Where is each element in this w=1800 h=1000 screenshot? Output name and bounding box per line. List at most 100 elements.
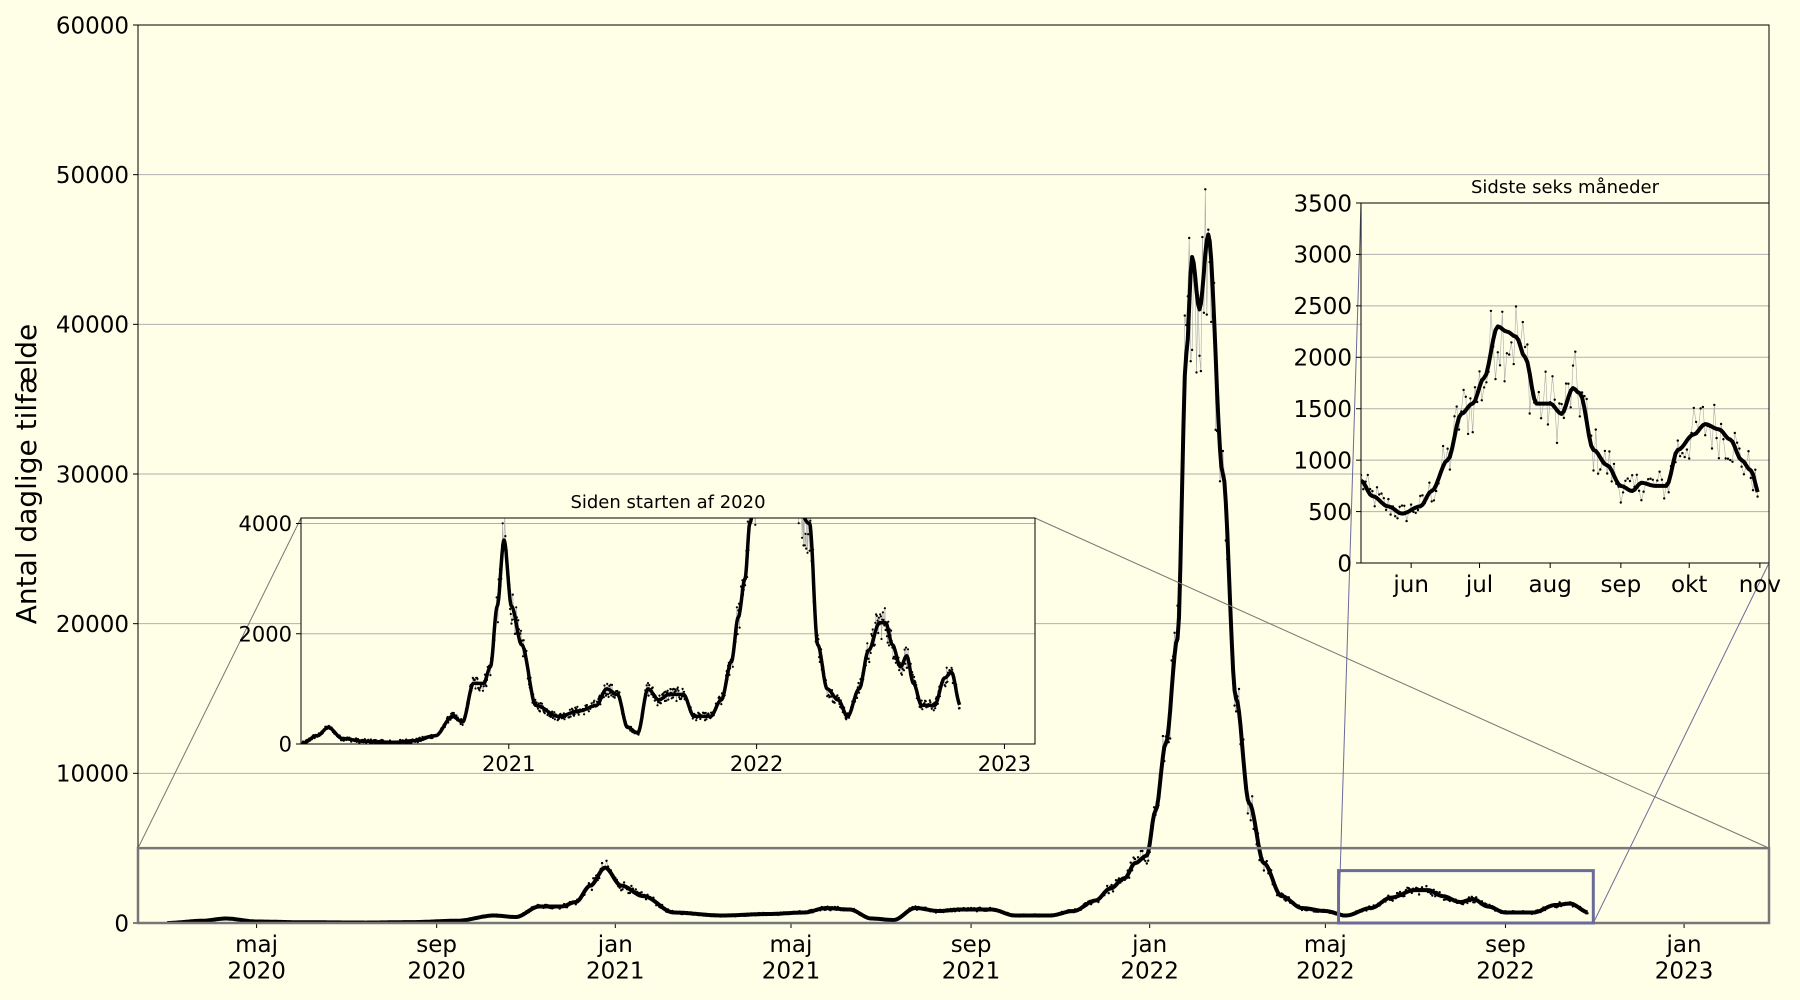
x-tick-month-label: jan — [1131, 932, 1167, 958]
x-tick-label: 2022 — [730, 752, 783, 776]
daily-case-point — [603, 684, 606, 687]
daily-case-point — [1663, 497, 1666, 500]
daily-case-point — [1394, 515, 1397, 518]
y-tick-label: 2000 — [239, 622, 292, 646]
daily-case-point — [504, 514, 506, 516]
daily-case-point — [656, 704, 659, 707]
x-tick-label: okt — [1671, 572, 1707, 598]
daily-case-point — [755, 513, 757, 515]
daily-case-point — [1207, 228, 1210, 231]
daily-case-point — [680, 697, 683, 700]
daily-case-point — [519, 629, 523, 632]
zoom-connector-recent — [1592, 562, 1770, 924]
daily-case-point — [1592, 469, 1595, 472]
daily-case-point — [783, 420, 785, 422]
daily-case-point — [1473, 386, 1477, 389]
daily-case-point — [945, 666, 948, 669]
daily-case-point — [574, 707, 578, 710]
daily-case-point — [672, 696, 675, 699]
daily-case-point — [802, 511, 804, 513]
daily-case-point — [1482, 386, 1486, 389]
plot-frame — [300, 517, 1036, 745]
daily-case-point — [871, 628, 874, 631]
daily-case-point — [887, 644, 891, 647]
daily-case-point — [779, 440, 781, 442]
daily-case-point — [833, 701, 836, 704]
daily-case-point — [610, 683, 614, 687]
daily-case-point — [1658, 470, 1661, 473]
inset-last-six-months: 0 500 1000 1500 2000 2500 3000 3500 jun jul aug sep… — [1293, 177, 1781, 598]
daily-case-point — [509, 612, 512, 616]
chart-title: Siden starten af 2020 — [570, 492, 765, 513]
daily-case-point — [804, 532, 807, 536]
daily-case-point — [792, 490, 794, 492]
daily-case-point — [869, 651, 872, 655]
daily-case-point — [622, 881, 626, 884]
daily-case-point — [1249, 819, 1252, 822]
daily-case-point — [876, 619, 879, 622]
daily-case-point — [521, 655, 525, 658]
daily-case-point — [1202, 311, 1206, 314]
daily-case-point — [1521, 320, 1525, 324]
y-tick-label: 500 — [1308, 500, 1352, 526]
daily-case-point — [1362, 488, 1365, 491]
daily-case-point — [1735, 441, 1739, 444]
daily-case-point — [1733, 431, 1737, 435]
daily-case-point — [768, 357, 770, 359]
series-group — [301, 317, 962, 744]
daily-case-point — [1569, 406, 1572, 409]
daily-case-point — [1478, 370, 1481, 373]
daily-case-point — [1473, 901, 1476, 904]
daily-case-point — [705, 718, 708, 721]
daily-case-point — [1651, 478, 1655, 481]
daily-case-point — [808, 549, 811, 552]
daily-case-point — [887, 620, 890, 623]
daily-case-point — [1699, 407, 1702, 410]
daily-case-point — [608, 692, 612, 695]
daily-case-point — [799, 475, 801, 477]
daily-case-point — [758, 317, 760, 319]
daily-case-point — [571, 708, 574, 711]
daily-case-point — [1425, 884, 1428, 888]
daily-case-point — [1510, 341, 1513, 344]
zoom-region-box — [136, 846, 1771, 925]
daily-case-point — [476, 677, 479, 681]
daily-case-point — [946, 680, 949, 683]
daily-case-point — [551, 716, 555, 720]
daily-case-point — [928, 699, 931, 702]
daily-case-point — [583, 713, 586, 716]
daily-case-point — [682, 690, 686, 693]
daily-case-point — [752, 478, 754, 480]
zoom-connector — [1034, 517, 1770, 849]
daily-case-point — [676, 686, 679, 689]
y-tick-label: 10000 — [56, 762, 129, 788]
y-axis-label: Antal daglige tilfælde — [10, 324, 43, 625]
daily-case-point — [1403, 504, 1406, 507]
daily-case-point — [677, 689, 680, 692]
x-tick-label: nov — [1739, 572, 1781, 598]
y-tick-label: 50000 — [56, 163, 129, 189]
daily-case-point — [1265, 859, 1269, 863]
daily-case-point — [1719, 422, 1723, 426]
daily-case-point — [1141, 849, 1144, 853]
daily-case-point — [800, 504, 802, 506]
y-tick-label: 1500 — [1293, 397, 1352, 423]
daily-case-point — [873, 643, 876, 646]
daily-case-point — [1489, 309, 1493, 313]
daily-case-point — [793, 471, 795, 473]
daily-case-point — [783, 436, 785, 438]
daily-case-point — [1398, 505, 1401, 508]
daily-case-point — [777, 389, 779, 391]
daily-case-point — [906, 648, 910, 651]
daily-case-point — [613, 696, 616, 699]
daily-case-point — [951, 668, 954, 671]
daily-case-point — [898, 669, 901, 672]
zoom-connector-lines — [136, 202, 1771, 925]
daily-case-point — [1136, 856, 1140, 859]
daily-case-point — [699, 717, 702, 721]
y-tick-label: 2000 — [1293, 346, 1352, 372]
daily-case-point — [659, 702, 663, 705]
daily-case-point — [1419, 494, 1422, 498]
daily-case-point — [1564, 382, 1568, 385]
